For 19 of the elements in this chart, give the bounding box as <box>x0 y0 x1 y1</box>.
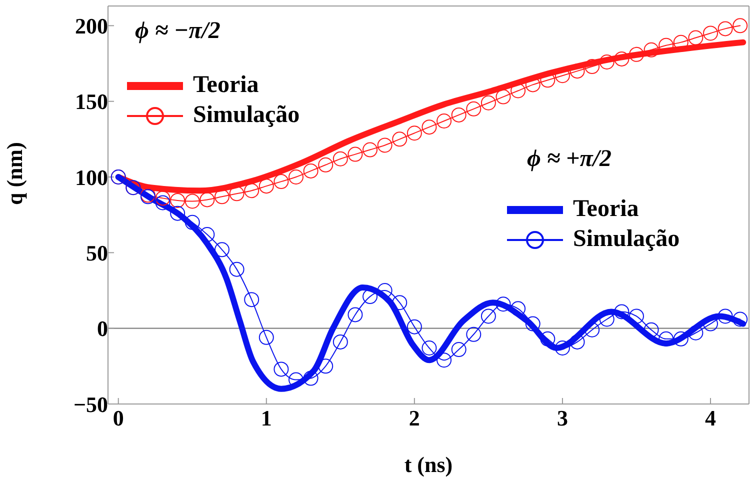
x-tick-label: 0 <box>112 406 124 431</box>
y-tick-label: −50 <box>73 392 108 417</box>
x-tick-label: 2 <box>408 406 420 431</box>
legend-label: Simulação <box>193 102 300 128</box>
legend-label: Teoria <box>573 196 639 222</box>
annotation: ϕ ≈ +π/2 <box>527 146 612 173</box>
x-tick-label: 4 <box>705 406 716 431</box>
y-tick-label: 200 <box>75 13 108 38</box>
x-tick-label: 3 <box>556 406 568 431</box>
y-axis-title: q (nm) <box>2 142 27 205</box>
x-tick-label: 1 <box>260 406 272 431</box>
y-tick-label: 50 <box>86 240 108 266</box>
x-axis-title: t (ns) <box>404 452 453 477</box>
y-tick-label: 100 <box>75 164 108 190</box>
y-tick-label: 0 <box>97 316 108 342</box>
legend-label: Teoria <box>193 72 259 98</box>
annotation: ϕ ≈ −π/2 <box>135 18 220 45</box>
legend-label: Simulação <box>573 226 680 252</box>
y-tick-label: 150 <box>75 89 108 114</box>
